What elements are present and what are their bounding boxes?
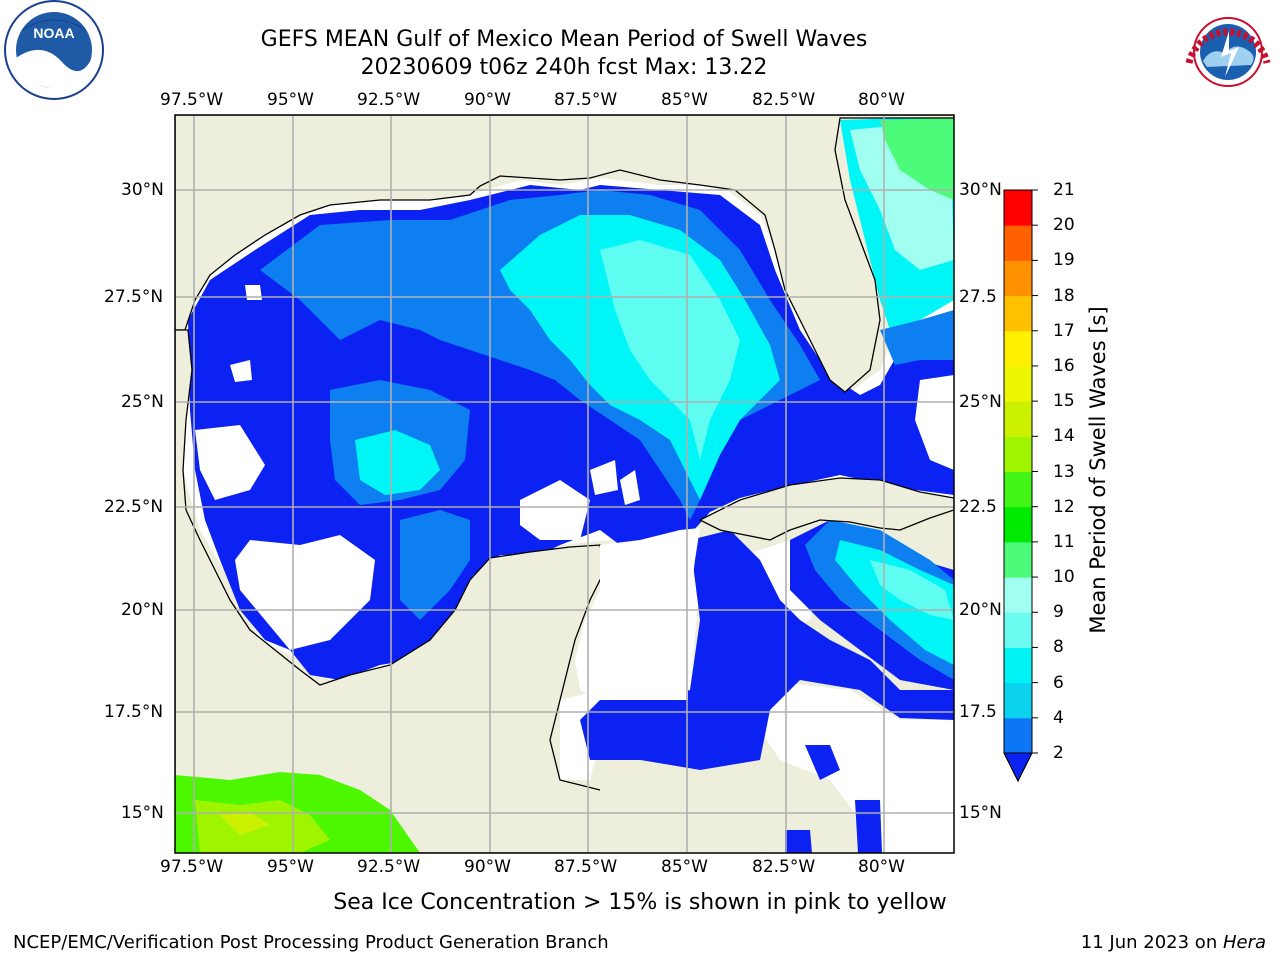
- colorbar-tick-label: 14: [1053, 426, 1075, 447]
- gridlines: [175, 115, 954, 853]
- colorbar-tick-label: 18: [1053, 285, 1075, 306]
- lon-label: 85°W: [661, 90, 708, 110]
- lon-label: 97.5°W: [160, 90, 224, 110]
- lat-label: 25°N: [121, 392, 164, 412]
- lat-label: 22.5°N: [104, 497, 164, 517]
- central-america: [600, 760, 760, 853]
- map-area: [175, 115, 954, 853]
- lon-label: 90°W: [464, 857, 511, 877]
- colorbar-label: Mean Period of Swell Waves [s]: [1086, 306, 1110, 634]
- colorbar-tick-label: 12: [1053, 496, 1075, 517]
- lat-label: 22.5: [959, 497, 997, 517]
- colorbar-segment: [1004, 190, 1032, 226]
- lat-label: 25°N: [959, 392, 1002, 412]
- lat-label: 30°N: [121, 180, 164, 200]
- lon-label: 92.5°W: [357, 857, 421, 877]
- colorbar-segment: [1004, 541, 1032, 578]
- credit-text: NCEP/EMC/Verification Post Processing Pr…: [13, 932, 609, 953]
- colorbar-extend: [1003, 752, 1033, 783]
- colorbar-tick-label: 13: [1053, 461, 1075, 482]
- colorbar-segment: [1004, 682, 1032, 719]
- lat-label: 30°N: [959, 180, 1002, 200]
- host-name: Hera: [1222, 932, 1266, 953]
- colorbar-tick-label: 16: [1053, 355, 1075, 376]
- colorbar-segment: [1004, 612, 1032, 648]
- colorbar-tick-label: 4: [1053, 707, 1064, 728]
- us-coast: [175, 115, 954, 393]
- colorbar-tick-label: 19: [1053, 250, 1075, 271]
- colorbar-tick-label: 2: [1053, 743, 1064, 763]
- colorbar-segment: [1004, 295, 1032, 332]
- colorbar-frame: [1003, 189, 1033, 783]
- lon-label: 87.5°W: [554, 857, 618, 877]
- cuba: [698, 477, 954, 541]
- svg-text:NOAA: NOAA: [33, 25, 74, 41]
- date-text: 11 Jun 2023 on Hera: [1080, 932, 1266, 953]
- lat-label: 17.5: [959, 702, 997, 722]
- map-frame: [174, 114, 955, 854]
- lat-label: 20°N: [121, 600, 164, 620]
- lat-label: 27.5°N: [104, 287, 164, 307]
- chart-title: GEFS MEAN Gulf of Mexico Mean Period of …: [260, 27, 868, 52]
- yucatan: [575, 528, 700, 700]
- lon-label: 90°W: [464, 90, 511, 110]
- colorbar-tick-label: 21: [1053, 180, 1075, 200]
- lat-label: 17.5°N: [104, 702, 164, 722]
- colorbar-segment: [1004, 506, 1032, 543]
- colorbar-segment: [1004, 436, 1032, 472]
- lon-label: 95°W: [267, 90, 314, 110]
- colorbar-segment: [1004, 647, 1032, 684]
- colorbar-tick-label: 17: [1053, 320, 1075, 341]
- lat-label: 15°N: [121, 803, 164, 823]
- noaa-logo: NOAA: [4, 0, 104, 100]
- colorbar-tick-label: 11: [1053, 531, 1075, 552]
- nws-logo: [1179, 3, 1277, 101]
- colorbar-tick-label: 9: [1053, 602, 1064, 623]
- colorbar-segment: [1004, 401, 1032, 437]
- lon-label: 97.5°W: [160, 857, 224, 877]
- colorbar-segment: [1004, 330, 1032, 367]
- colorbar-segment: [1004, 471, 1032, 508]
- lon-label: 82.5°W: [752, 90, 816, 110]
- lon-label: 80°W: [858, 90, 905, 110]
- colorbar-segment: [1004, 225, 1032, 261]
- lat-label: 15°N: [959, 803, 1002, 823]
- lon-label: 82.5°W: [752, 857, 816, 877]
- colorbar-tick-label: 6: [1053, 672, 1064, 693]
- colorbar-segment: [1004, 577, 1032, 613]
- colorbar-segment: [1004, 365, 1032, 402]
- lon-label: 92.5°W: [357, 90, 421, 110]
- lon-label: 85°W: [661, 857, 708, 877]
- lon-label: 95°W: [267, 857, 314, 877]
- sea-ice-note: Sea Ice Concentration > 15% is shown in …: [333, 890, 947, 915]
- colorbar-segment: [1004, 717, 1032, 754]
- colorbar-tick-label: 15: [1053, 391, 1075, 412]
- lon-label: 80°W: [858, 857, 905, 877]
- lat-label: 20°N: [959, 600, 1002, 620]
- colorbar: [1003, 189, 1038, 783]
- colorbar-tick-label: 20: [1053, 215, 1075, 236]
- chart-subtitle: 20230609 t06z 240h fcst Max: 13.22: [360, 55, 768, 80]
- colorbar-segment: [1004, 260, 1032, 297]
- colorbar-tick-label: 10: [1053, 567, 1075, 588]
- lon-label: 87.5°W: [554, 90, 618, 110]
- colorbar-tick-label: 8: [1053, 637, 1064, 658]
- lat-label: 27.5: [959, 287, 997, 307]
